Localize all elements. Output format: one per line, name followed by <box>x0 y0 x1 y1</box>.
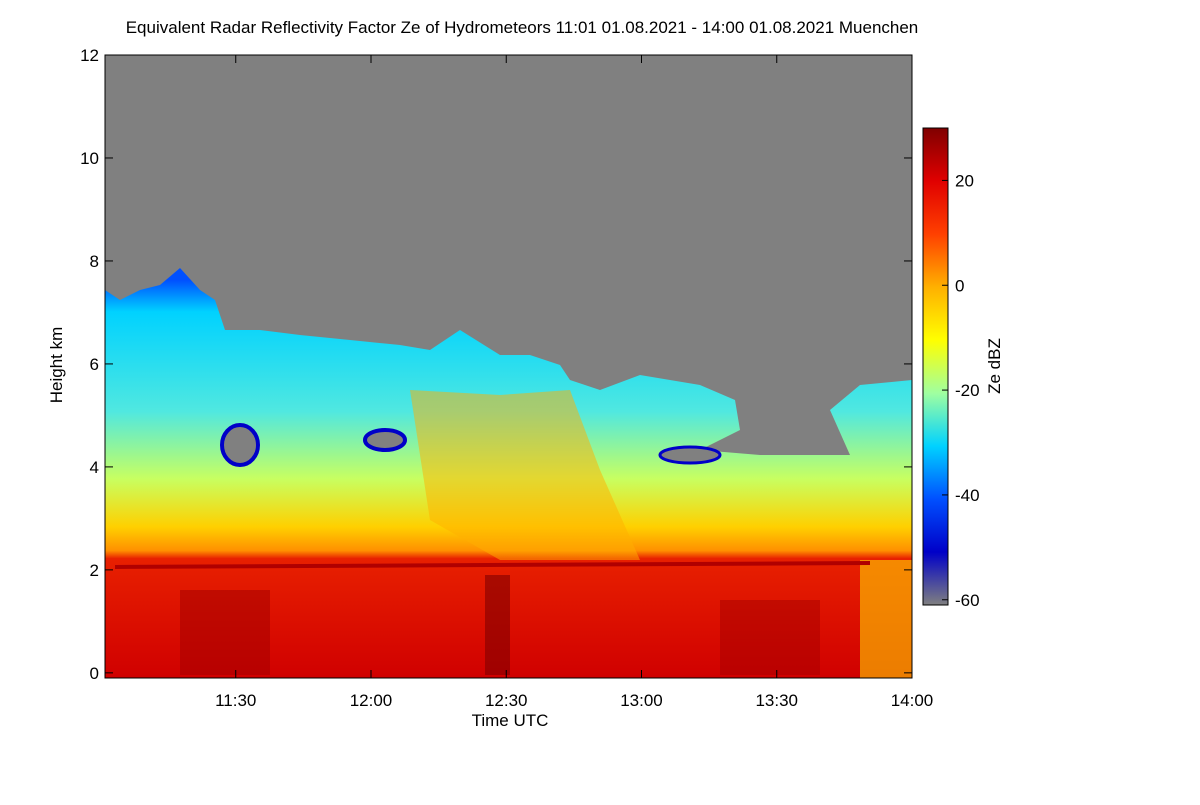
x-tick-label: 13:00 <box>620 691 663 710</box>
y-tick-label: 12 <box>80 46 99 65</box>
colorbar <box>922 127 949 606</box>
heatmap <box>105 55 912 678</box>
colorbar-tick-label: -60 <box>955 591 980 610</box>
x-tick-label: 13:30 <box>755 691 798 710</box>
x-tick-label: 14:00 <box>891 691 934 710</box>
y-tick-label: 2 <box>90 561 99 580</box>
y-tick-label: 6 <box>90 355 99 374</box>
colorbar-tick-label: 0 <box>955 276 964 295</box>
x-tick-label: 11:30 <box>215 691 256 710</box>
colorbar-tick-label: -20 <box>955 381 980 400</box>
y-tick-label: 8 <box>90 252 99 271</box>
colorbar-tick-label: 20 <box>955 171 974 190</box>
x-tick-label: 12:00 <box>350 691 393 710</box>
y-axis-label: Height km <box>47 327 66 404</box>
colorbar-tick-label: -40 <box>955 486 980 505</box>
colorbar-label: Ze dBZ <box>985 338 1004 394</box>
y-tick-label: 4 <box>90 458 99 477</box>
y-tick-label: 0 <box>90 664 99 683</box>
x-axis-label: Time UTC <box>472 711 549 730</box>
chart-title: Equivalent Radar Reflectivity Factor Ze … <box>126 18 919 37</box>
y-tick-label: 10 <box>80 149 99 168</box>
plot-frame <box>104 54 913 679</box>
x-tick-label: 12:30 <box>485 691 528 710</box>
